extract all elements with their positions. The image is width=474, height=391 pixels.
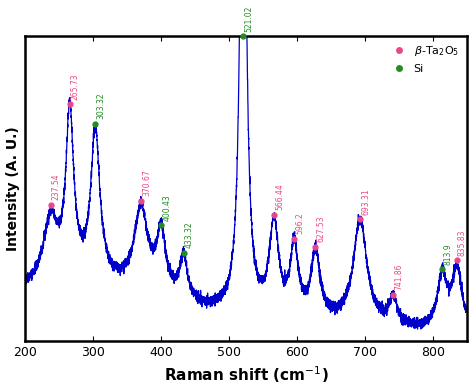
Text: 835.83: 835.83 (458, 229, 467, 256)
Text: 400.43: 400.43 (162, 194, 171, 221)
Text: 521.02: 521.02 (244, 5, 253, 32)
Text: 741.86: 741.86 (394, 264, 403, 290)
Text: 433.32: 433.32 (184, 222, 193, 248)
Text: 265.73: 265.73 (71, 73, 80, 100)
Text: 627.53: 627.53 (317, 216, 326, 242)
X-axis label: Raman shift (cm$^{-1}$): Raman shift (cm$^{-1}$) (164, 365, 328, 386)
Legend: $\beta$-Ta$_2$O$_5$, Si: $\beta$-Ta$_2$O$_5$, Si (383, 40, 463, 78)
Text: 693.31: 693.31 (361, 188, 370, 215)
Text: 370.67: 370.67 (142, 170, 151, 196)
Text: 303.32: 303.32 (96, 93, 105, 119)
Text: 237.54: 237.54 (52, 174, 61, 200)
Y-axis label: Intensity (A. U.): Intensity (A. U.) (6, 127, 19, 251)
Text: 813.9: 813.9 (443, 243, 452, 265)
Text: 596.2: 596.2 (295, 213, 304, 234)
Text: 566.44: 566.44 (275, 184, 284, 210)
